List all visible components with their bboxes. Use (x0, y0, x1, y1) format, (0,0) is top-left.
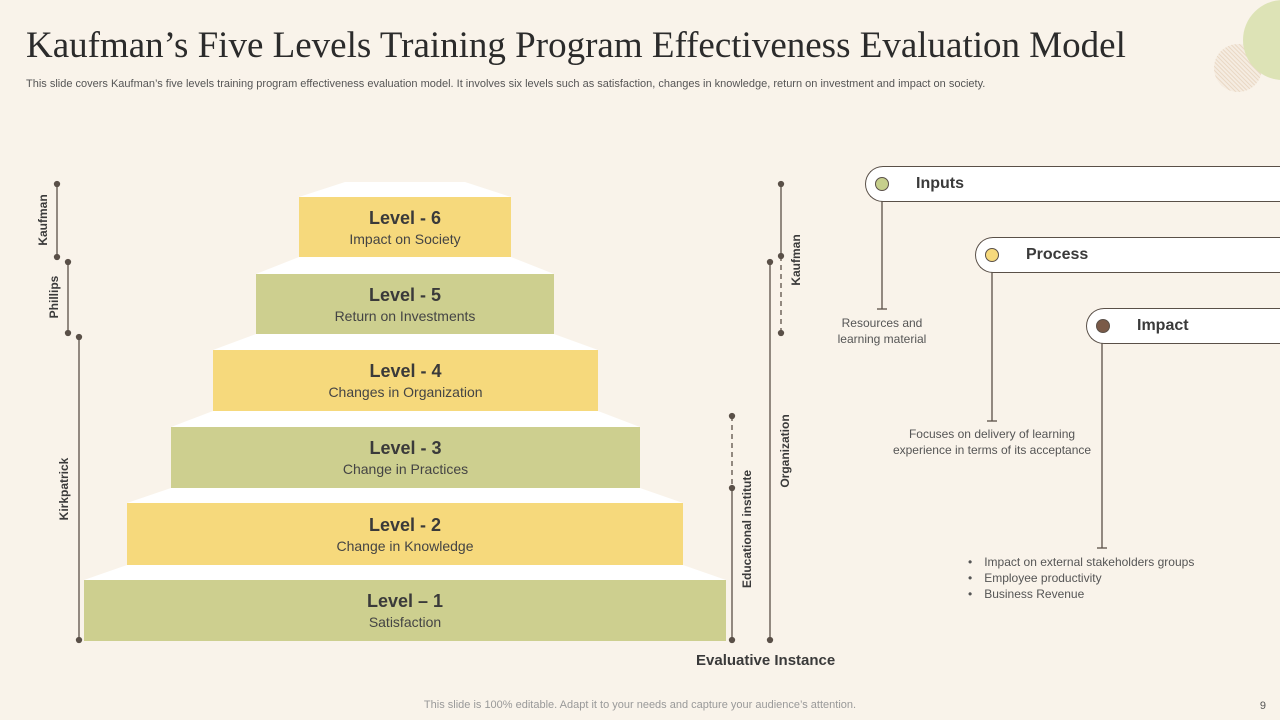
level-desc: Change in Knowledge (336, 537, 474, 554)
bullet-item: Business Revenue (968, 586, 1194, 602)
impact-bullets: Impact on external stakeholders groups E… (968, 554, 1194, 602)
bracket-label-organization: Organization (778, 414, 792, 488)
page-subtitle: This slide covers Kaufman’s five levels … (26, 78, 986, 90)
level-5-box: Level - 5 Return on Investments (256, 274, 554, 334)
level-title: Level - 4 (369, 361, 442, 381)
axis-label: Evaluative Instance (696, 652, 836, 669)
card-label: Inputs (916, 175, 964, 192)
bracket-label-kaufman: Kaufman (36, 194, 50, 246)
page-number: 9 (1259, 700, 1266, 712)
page-title: Kaufman’s Five Levels Training Program E… (26, 25, 1126, 66)
circle-icon (875, 177, 889, 191)
level-desc: Changes in Organization (328, 384, 483, 400)
bracket-label-kirkpatrick: Kirkpatrick (57, 457, 71, 521)
bracket-label-educational: Educational institute (740, 469, 754, 589)
bracket-label-kaufman-right: Kaufman (789, 234, 803, 286)
bracket-label-phillips: Phillips (47, 275, 61, 319)
circle-icon (985, 248, 999, 262)
card-label: Process (1026, 246, 1089, 263)
card-label: Impact (1137, 317, 1189, 334)
level-1-box: Level – 1 Satisfaction (84, 580, 726, 641)
bullet-item: Impact on external stakeholders groups (968, 554, 1194, 570)
level-6-box: Level - 6 Impact on Society (299, 197, 511, 257)
process-note: Focuses on delivery of learning experienc… (892, 427, 1092, 457)
level-desc: Change in Practices (342, 461, 469, 477)
footer-note: This slide is 100% editable. Adapt it to… (423, 699, 857, 711)
level-4-box: Level - 4 Changes in Organization (213, 350, 598, 411)
card-impact: Impact (1086, 308, 1280, 344)
bullet-item: Employee productivity (968, 570, 1194, 586)
level-desc: Impact on Society (349, 230, 461, 247)
card-process: Process (975, 237, 1280, 273)
level-title: Level - 3 (369, 438, 442, 458)
level-title: Level - 6 (368, 207, 442, 228)
level-title: Level – 1 (366, 591, 444, 611)
card-inputs: Inputs (865, 166, 1280, 202)
level-2-box: Level - 2 Change in Knowledge (127, 503, 683, 565)
circle-icon (1096, 319, 1110, 333)
level-title: Level - 5 (368, 284, 442, 305)
inputs-note: Resources and learning material (837, 316, 927, 346)
level-desc: Satisfaction (368, 614, 442, 630)
level-title: Level - 2 (368, 514, 442, 535)
level-desc: Return on Investments (334, 307, 476, 324)
level-3-box: Level - 3 Change in Practices (171, 427, 640, 488)
